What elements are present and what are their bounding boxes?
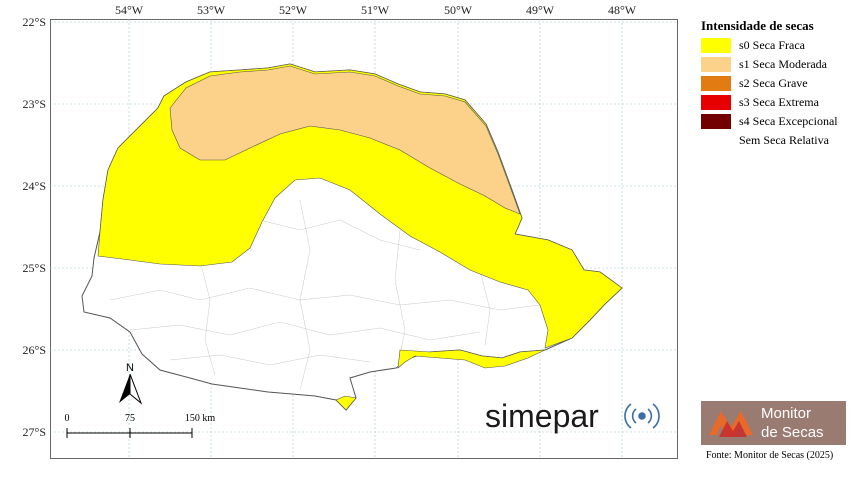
legend-label: Sem Seca Relativa: [739, 133, 829, 147]
scale-bar: 0 75 150 km: [65, 413, 216, 438]
legend-label: s0 Seca Fraca: [739, 38, 805, 52]
legend-label: s2 Seca Grave: [739, 76, 808, 90]
lat-tick-label: 22°S: [23, 15, 46, 29]
monitor-logo-line2: de Secas: [761, 424, 824, 441]
lon-tick-label: 51°W: [361, 3, 390, 17]
legend-swatch: [701, 38, 731, 53]
simepar-logo: simepar: [485, 398, 599, 434]
lat-tick-label: 26°S: [23, 343, 46, 357]
lon-tick-label: 52°W: [279, 3, 308, 17]
municipal-boundaries: [109, 199, 541, 391]
lon-tick-label: 49°W: [526, 3, 555, 17]
legend-item: s1 Seca Moderada: [701, 55, 851, 74]
lat-tick-label: 23°S: [23, 97, 46, 111]
lon-tick-label: 50°W: [444, 3, 473, 17]
legend-swatch: [701, 133, 731, 148]
lat-tick-label: 25°S: [23, 261, 46, 275]
legend-title: Intensidade de secas: [701, 18, 814, 33]
latitude-labels: 22°S 23°S 24°S 25°S 26°S 27°S: [23, 15, 46, 439]
drought-s0-south-strip: [397, 349, 546, 369]
monitor-de-secas-logo: Monitor de Secas: [701, 401, 846, 445]
drought-s0-south-tip: [335, 395, 357, 411]
lat-tick-label: 27°S: [23, 425, 46, 439]
legend-label: s4 Seca Excepcional: [739, 114, 838, 128]
legend-label: s3 Seca Extrema: [739, 95, 819, 109]
legend-swatch: [701, 114, 731, 129]
lon-tick-label: 53°W: [197, 3, 226, 17]
lon-tick-label: 54°W: [115, 3, 144, 17]
longitude-labels: 54°W 53°W 52°W 51°W 50°W 49°W 48°W: [115, 3, 637, 17]
scale-label: 0: [65, 413, 70, 424]
legend-item: s4 Seca Excepcional: [701, 112, 851, 131]
lat-tick-label: 24°S: [23, 179, 46, 193]
legend: Intensidade de secas s0 Seca Fraca s1 Se…: [701, 18, 851, 150]
legend-swatch: [701, 76, 731, 91]
monitor-logo-line1: Monitor: [761, 405, 812, 422]
legend-label: s1 Seca Moderada: [739, 57, 827, 71]
scale-label: 75: [125, 413, 135, 424]
north-label: N: [126, 362, 134, 374]
simepar-wave-icon: [624, 403, 660, 429]
scale-label: 150 km: [185, 413, 216, 424]
drought-s1-region: [169, 65, 521, 215]
legend-item: Sem Seca Relativa: [701, 131, 851, 150]
legend-item: s2 Seca Grave: [701, 74, 851, 93]
legend-item: s0 Seca Fraca: [701, 36, 851, 55]
legend-swatch: [701, 95, 731, 110]
legend-swatch: [701, 57, 731, 72]
north-arrow-icon: N: [119, 362, 143, 405]
monitor-logo-icon: [709, 411, 753, 437]
source-note: Fonte: Monitor de Secas (2025): [706, 450, 834, 461]
legend-item: s3 Seca Extrema: [701, 93, 851, 112]
lon-tick-label: 48°W: [608, 3, 637, 17]
